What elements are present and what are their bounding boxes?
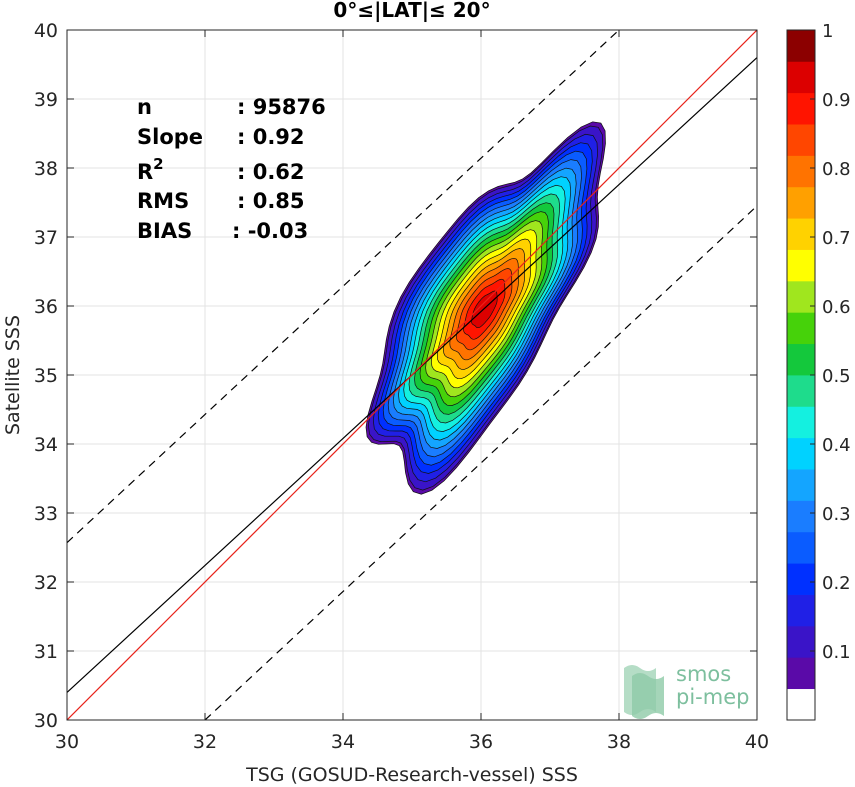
stat-r2-label-sup: 2 [153, 155, 163, 173]
colorbar-segment [787, 218, 815, 250]
colorbar-segment [787, 375, 815, 407]
y-tick-label: 37 [34, 227, 58, 249]
reference-lines [67, 30, 757, 720]
y-tick-label: 33 [34, 503, 58, 525]
colorbar-tick-label: 0.7 [822, 228, 851, 249]
colorbar-segment [787, 249, 815, 282]
x-tick-label: 40 [745, 731, 769, 753]
stats-box: n : 95876 Slope : 0.92 R2 : 0.62 RMS : 0… [137, 95, 326, 243]
y-tick-label: 31 [34, 641, 58, 663]
colorbar-segment [787, 688, 815, 721]
y-tick-label: 38 [34, 158, 58, 180]
colorbar-segment [787, 657, 815, 690]
colorbar-segment [787, 155, 815, 188]
y-tick-label: 32 [34, 572, 58, 594]
colorbar-segment [787, 563, 815, 595]
y-tick-label: 40 [34, 20, 58, 42]
colorbar-ticks: 0.1 0.2 0.3 0.4 0.5 0.6 0.7 0.8 0.9 1 [810, 21, 851, 663]
stat-n-value: : 95876 [237, 95, 326, 119]
colorbar-segment [787, 124, 815, 156]
density-contour-level [471, 290, 498, 329]
logo-text-pi-mep: pi-mep [676, 685, 749, 709]
stat-bias-value: : -0.03 [232, 219, 308, 243]
colorbar-segment [787, 343, 815, 376]
colorbar-tick-label: 0.5 [822, 366, 851, 387]
logo-wave-mark-2 [632, 673, 664, 719]
colorbar [786, 29, 816, 721]
colorbar-segment [787, 186, 815, 219]
x-axis-label: TSG (GOSUD-Research-vessel) SSS [245, 764, 578, 786]
x-axis-ticks: 30 32 34 36 38 40 [55, 30, 769, 753]
y-tick-label: 39 [34, 89, 58, 111]
colorbar-segment [787, 92, 815, 125]
colorbar-tick-label: 0.2 [822, 573, 851, 594]
x-tick-label: 36 [469, 731, 493, 753]
colorbar-segment [787, 312, 815, 345]
colorbar-tick-label: 0.8 [822, 159, 851, 180]
colorbar-segment [787, 280, 815, 313]
stat-rms-label: RMS [137, 189, 189, 213]
colorbar-tick-label: 0.6 [822, 297, 851, 318]
colorbar-segment [787, 531, 815, 564]
y-axis-label: Satellite SSS [2, 315, 24, 435]
y-axis-ticks: 30 31 32 33 34 35 36 37 38 39 40 [34, 20, 757, 732]
stat-slope-label: Slope [137, 125, 203, 149]
identity-line [67, 30, 757, 720]
colorbar-segment [787, 625, 815, 658]
stat-r2-label: R2 [137, 155, 164, 184]
stat-r2-value: : 0.62 [237, 160, 305, 184]
smos-pi-mep-logo: smos pi-mep [624, 662, 749, 719]
colorbar-segment [787, 500, 815, 533]
stat-bias-label: BIAS [137, 219, 192, 243]
stat-r2-label-base: R [137, 160, 153, 184]
colorbar-segment [787, 30, 815, 62]
colorbar-tick-label: 0.1 [822, 642, 851, 663]
y-tick-label: 30 [34, 710, 58, 732]
colorbar-tick-label: 0.9 [822, 90, 851, 111]
chart-title: 0°≤|LAT|≤ 20° [333, 0, 490, 22]
colorbar-tick-label: 0.4 [822, 435, 851, 456]
x-tick-label: 38 [607, 731, 631, 753]
colorbar-segment [787, 406, 815, 439]
stat-slope-value: : 0.92 [237, 125, 305, 149]
colorbar-segment [787, 469, 815, 501]
colorbar-segment [787, 594, 815, 627]
colorbar-tick-label: 1 [822, 21, 833, 42]
stat-rms-value: : 0.85 [237, 189, 305, 213]
colorbar-segment [787, 61, 815, 94]
y-tick-label: 34 [34, 434, 58, 456]
stat-n-label: n [137, 95, 152, 119]
x-tick-label: 34 [331, 731, 355, 753]
colorbar-tick-label: 0.3 [822, 504, 851, 525]
logo-text-smos: smos [676, 662, 731, 686]
y-tick-label: 36 [34, 296, 58, 318]
colorbar-segment [787, 437, 815, 470]
x-tick-label: 30 [55, 731, 79, 753]
x-tick-label: 32 [193, 731, 217, 753]
y-tick-label: 35 [34, 365, 58, 387]
